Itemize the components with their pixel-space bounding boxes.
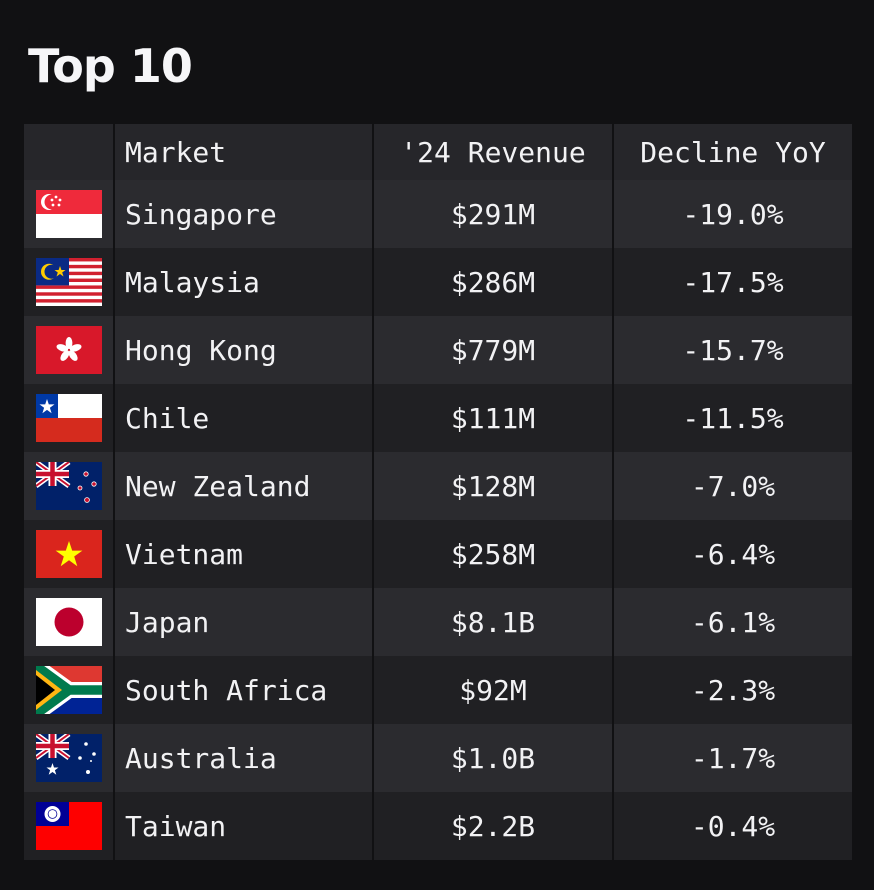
header-market-label: Market: [125, 135, 227, 169]
revenue-cell: $779M: [372, 316, 613, 384]
decline-cell: -6.4%: [612, 520, 852, 588]
flag-cell: [24, 384, 114, 452]
flag-cell: [24, 316, 114, 384]
japan-flag-icon: [36, 598, 102, 646]
revenue-cell: $286M: [372, 248, 613, 316]
malaysia-flag-icon: [36, 258, 102, 306]
flag-cell: [24, 452, 114, 520]
table-row: Malaysia $286M -17.5%: [24, 248, 852, 316]
market-name: Taiwan: [125, 809, 227, 843]
revenue-cell: $258M: [372, 520, 613, 588]
market-name: Hong Kong: [125, 333, 277, 367]
singapore-flag-icon: [36, 190, 102, 238]
market-name: Chile: [125, 401, 210, 435]
market-name: Japan: [125, 605, 210, 639]
flag-cell: [24, 588, 114, 656]
decline-cell: -2.3%: [612, 656, 852, 724]
table-header-row: Market '24 Revenue Decline YoY: [24, 124, 852, 180]
flag-cell: [24, 520, 114, 588]
flag-cell: [24, 180, 114, 248]
revenue-cell: $291M: [372, 180, 613, 248]
market-name: New Zealand: [125, 469, 311, 503]
table-row: Hong Kong $779M -15.7%: [24, 316, 852, 384]
decline-cell: -6.1%: [612, 588, 852, 656]
decline-cell: -15.7%: [612, 316, 852, 384]
market-name: Vietnam: [125, 537, 244, 571]
revenue-cell: $8.1B: [372, 588, 613, 656]
market-name: Malaysia: [125, 265, 260, 299]
page-title: Top 10: [28, 39, 193, 93]
revenue-cell: $128M: [372, 452, 613, 520]
flag-cell: [24, 792, 114, 860]
table-row: Taiwan $2.2B -0.4%: [24, 792, 852, 860]
decline-cell: -0.4%: [612, 792, 852, 860]
market-name: Australia: [125, 741, 277, 775]
market-cell: Japan: [113, 588, 373, 656]
header-decline: Decline YoY: [612, 124, 852, 180]
table-row: Vietnam $258M -6.4%: [24, 520, 852, 588]
revenue-cell: $111M: [372, 384, 613, 452]
table-row: Singapore $291M -19.0%: [24, 180, 852, 248]
new-zealand-flag-icon: [36, 462, 102, 510]
market-cell: Australia: [113, 724, 373, 792]
market-name: Singapore: [125, 197, 277, 231]
revenue-cell: $92M: [372, 656, 613, 724]
header-flag: [24, 124, 114, 180]
market-name: South Africa: [125, 673, 328, 707]
market-cell: New Zealand: [113, 452, 373, 520]
decline-cell: -17.5%: [612, 248, 852, 316]
table-row: Chile $111M -11.5%: [24, 384, 852, 452]
south-africa-flag-icon: [36, 666, 102, 714]
market-cell: Vietnam: [113, 520, 373, 588]
table-row: Japan $8.1B -6.1%: [24, 588, 852, 656]
decline-cell: -7.0%: [612, 452, 852, 520]
flag-cell: [24, 248, 114, 316]
market-cell: South Africa: [113, 656, 373, 724]
taiwan-flag-icon: [36, 802, 102, 850]
table-row: New Zealand $128M -7.0%: [24, 452, 852, 520]
header-revenue: '24 Revenue: [372, 124, 613, 180]
hong-kong-flag-icon: [36, 326, 102, 374]
flag-cell: [24, 656, 114, 724]
market-cell: Taiwan: [113, 792, 373, 860]
decline-cell: -11.5%: [612, 384, 852, 452]
decline-cell: -19.0%: [612, 180, 852, 248]
market-cell: Hong Kong: [113, 316, 373, 384]
table-row: Australia $1.0B -1.7%: [24, 724, 852, 792]
market-cell: Singapore: [113, 180, 373, 248]
table-row: South Africa $92M -2.3%: [24, 656, 852, 724]
chile-flag-icon: [36, 394, 102, 442]
market-cell: Malaysia: [113, 248, 373, 316]
revenue-cell: $2.2B: [372, 792, 613, 860]
decline-cell: -1.7%: [612, 724, 852, 792]
header-market: Market: [113, 124, 373, 180]
revenue-table: Market '24 Revenue Decline YoY Singapore…: [24, 124, 852, 860]
revenue-cell: $1.0B: [372, 724, 613, 792]
market-cell: Chile: [113, 384, 373, 452]
vietnam-flag-icon: [36, 530, 102, 578]
flag-cell: [24, 724, 114, 792]
australia-flag-icon: [36, 734, 102, 782]
